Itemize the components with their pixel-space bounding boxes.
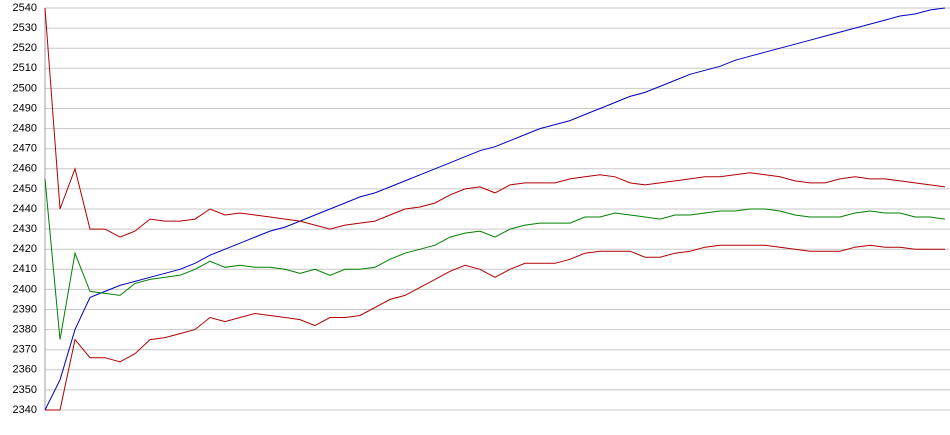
series-line xyxy=(44,7,946,411)
y-tick-label: 2530 xyxy=(13,22,37,34)
y-tick-label: 2540 xyxy=(13,2,37,14)
y-tick-label: 2410 xyxy=(13,263,37,275)
y-tick-label: 2460 xyxy=(13,163,37,175)
y-tick-label: 2490 xyxy=(13,102,37,114)
y-tick-label: 2380 xyxy=(13,324,37,336)
y-tick-label: 2450 xyxy=(13,183,37,195)
y-tick-label: 2350 xyxy=(13,384,37,396)
y-tick-label: 2420 xyxy=(13,243,37,255)
series-line xyxy=(44,178,946,340)
series-line xyxy=(44,7,946,238)
y-tick-label: 2440 xyxy=(13,203,37,215)
y-tick-label: 2400 xyxy=(13,283,37,295)
y-tick-label: 2390 xyxy=(13,303,37,315)
y-tick-label: 2470 xyxy=(13,143,37,155)
y-tick-label: 2430 xyxy=(13,223,37,235)
series-line xyxy=(45,244,945,411)
y-tick-label: 2500 xyxy=(13,82,37,94)
y-tick-label: 2480 xyxy=(13,123,37,135)
y-tick-label: 2370 xyxy=(13,344,37,356)
y-tick-label: 2520 xyxy=(13,42,37,54)
y-tick-label: 2360 xyxy=(13,364,37,376)
y-tick-label: 2510 xyxy=(13,62,37,74)
y-tick-label: 2340 xyxy=(13,404,37,416)
